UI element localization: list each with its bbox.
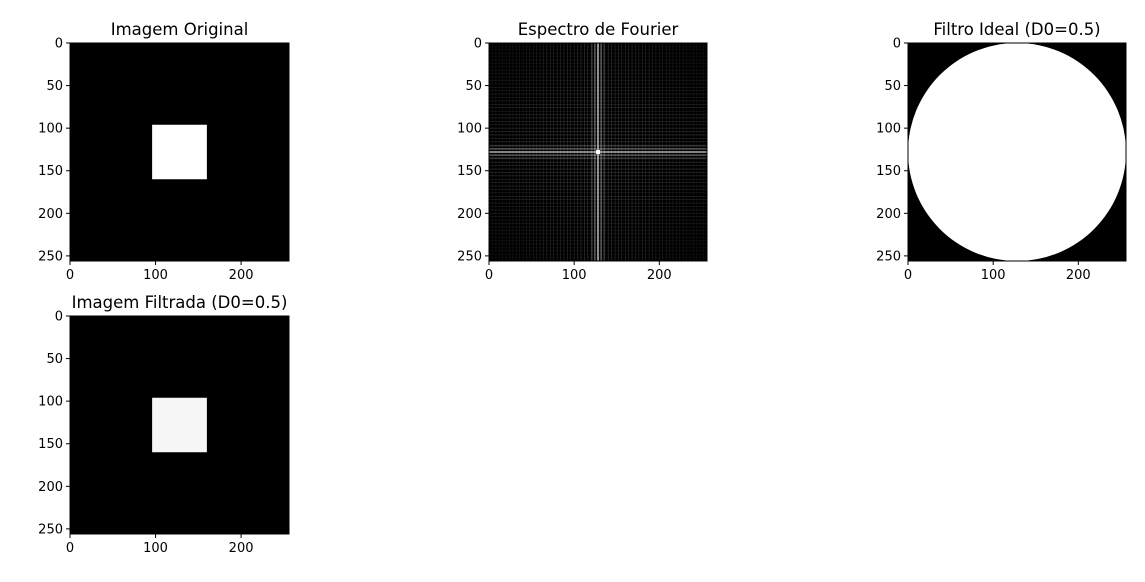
y-tick-label: 250	[457, 249, 482, 264]
x-tick-label: 200	[229, 268, 254, 283]
panel-title: Imagem Original	[111, 20, 249, 39]
x-tick-label: 0	[66, 541, 74, 556]
y-tick-label: 200	[457, 207, 482, 222]
filter-disk	[908, 43, 1126, 261]
y-tick-label: 150	[38, 437, 63, 452]
y-tick-label: 50	[884, 79, 901, 94]
y-tick-label: 0	[55, 310, 63, 325]
x-tick-label: 200	[647, 268, 672, 283]
y-tick-label: 0	[474, 37, 482, 52]
x-tick-label: 0	[485, 268, 493, 283]
x-tick-label: 200	[1066, 268, 1091, 283]
y-tick-label: 200	[876, 207, 901, 222]
axes-frame	[69, 315, 290, 535]
x-tick-label: 200	[229, 541, 254, 556]
spectrum-pattern	[488, 42, 708, 262]
panel-title: Filtro Ideal (D0=0.5)	[933, 20, 1100, 39]
y-tick-label: 100	[38, 122, 63, 137]
y-tick-label: 250	[876, 249, 901, 264]
panel-title: Imagem Filtrada (D0=0.5)	[72, 293, 288, 312]
y-tick-label: 250	[38, 522, 63, 537]
axes-frame	[69, 42, 290, 262]
panel-3: Filtro Ideal (D0=0.5) 0 100 200 0 50 100 150 200…	[876, 20, 1127, 283]
panel-2: Espectro de Fourier 0 100 200 0 50 100 150 200 25…	[457, 20, 708, 283]
y-tick-label: 200	[38, 480, 63, 495]
y-tick-label: 250	[38, 249, 63, 264]
y-tick-label: 100	[457, 122, 482, 137]
axes-frame	[488, 42, 708, 262]
axes-frame	[907, 42, 1127, 262]
x-tick-label: 100	[981, 268, 1006, 283]
y-tick-label: 50	[46, 352, 63, 367]
y-tick-label: 100	[876, 122, 901, 137]
x-tick-label: 100	[143, 268, 168, 283]
x-tick-label: 100	[562, 268, 587, 283]
y-tick-label: 50	[465, 79, 482, 94]
x-tick-label: 100	[143, 541, 168, 556]
y-tick-label: 200	[38, 207, 63, 222]
bright-square	[152, 124, 207, 180]
bright-square	[152, 397, 207, 453]
y-tick-label: 150	[457, 164, 482, 179]
y-tick-label: 50	[46, 79, 63, 94]
y-tick-label: 0	[893, 37, 901, 52]
y-tick-label: 0	[55, 37, 63, 52]
panel-title: Espectro de Fourier	[518, 20, 679, 39]
y-tick-label: 150	[38, 164, 63, 179]
panel-1: Imagem Original 0 100 200 0 50 100 150 200 250	[38, 20, 290, 283]
y-tick-label: 150	[876, 164, 901, 179]
panel-4: Imagem Filtrada (D0=0.5) 0 100 200 0 50 100 150…	[38, 293, 290, 556]
x-tick-label: 0	[66, 268, 74, 283]
x-tick-label: 0	[904, 268, 912, 283]
y-tick-label: 100	[38, 395, 63, 410]
